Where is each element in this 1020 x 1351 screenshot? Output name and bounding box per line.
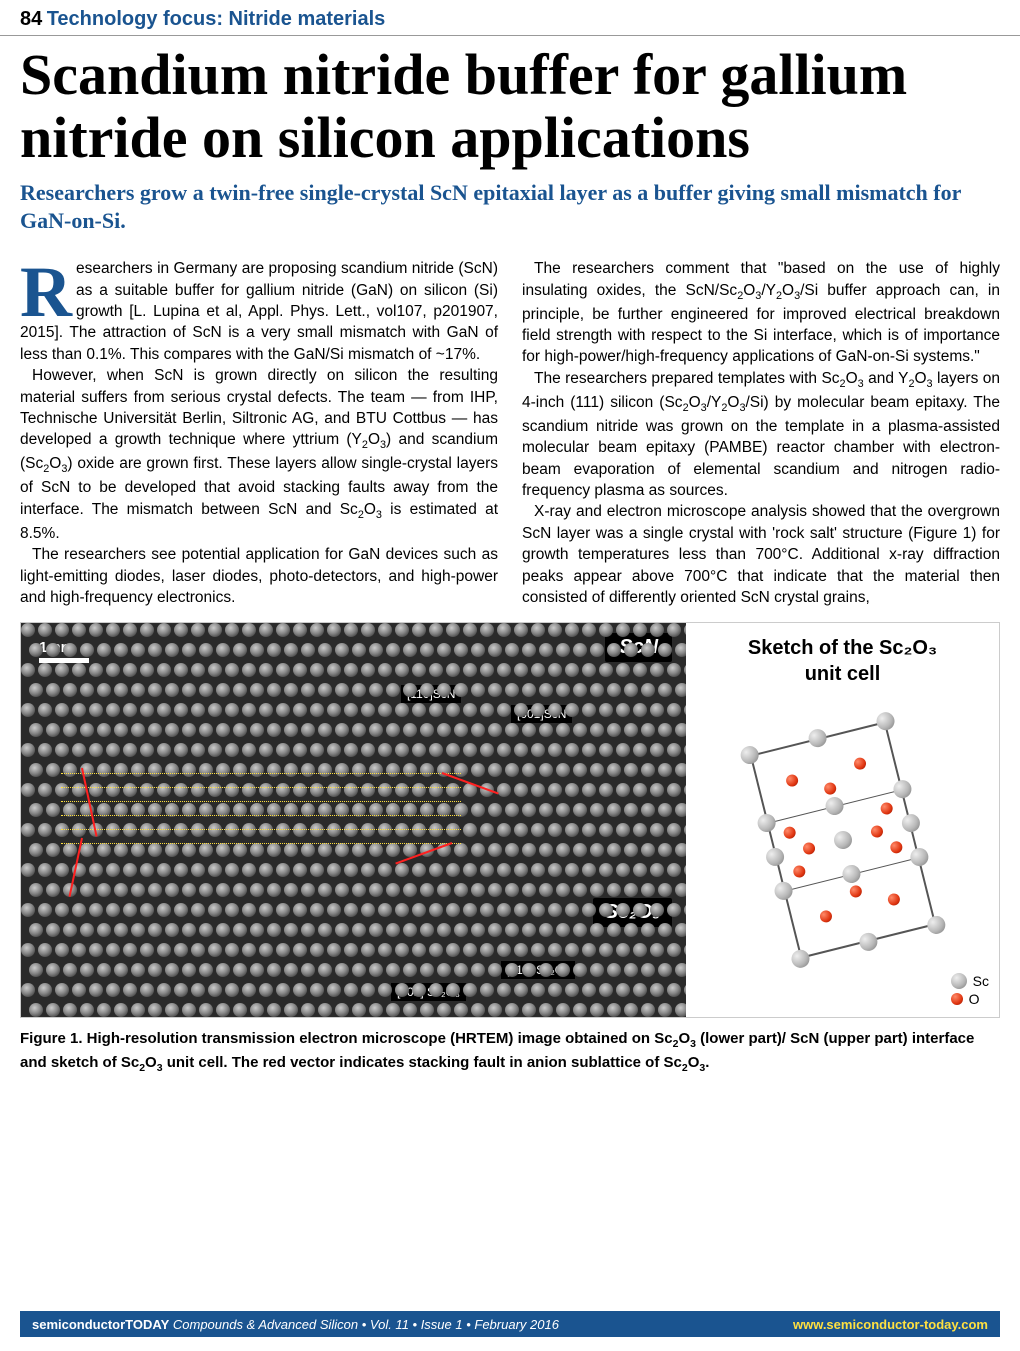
legend-sc-icon bbox=[951, 973, 967, 989]
unit-cell bbox=[749, 721, 936, 959]
header-bar: 84 Technology focus: Nitride materials bbox=[0, 0, 1020, 36]
paragraph-2: However, when ScN is grown directly on s… bbox=[20, 365, 498, 544]
magazine-name: semiconductorTODAY bbox=[32, 1317, 169, 1332]
paragraph-6: X-ray and electron microscope analysis s… bbox=[522, 501, 1000, 608]
section-name: Technology focus: Nitride materials bbox=[47, 8, 386, 30]
magazine-tagline: Compounds & Advanced Silicon bbox=[169, 1317, 358, 1332]
paragraph-3: The researchers see potential applicatio… bbox=[20, 544, 498, 608]
footer-left: semiconductorTODAY Compounds & Advanced … bbox=[32, 1317, 559, 1332]
paragraph-5: The researchers prepared templates with … bbox=[522, 368, 1000, 502]
article-subtitle: Researchers grow a twin-free single-crys… bbox=[0, 179, 1020, 254]
paragraph-4: The researchers comment that "based on t… bbox=[522, 258, 1000, 368]
drop-cap: R bbox=[20, 258, 76, 320]
footer-url: www.semiconductor-today.com bbox=[793, 1317, 988, 1332]
figure-image: 1 nm ScN Sc₂O₃ [110]ScN [001]ScN [110] S… bbox=[20, 622, 1000, 1018]
article-body: Researchers in Germany are proposing sca… bbox=[0, 254, 1020, 608]
legend-o-icon bbox=[951, 993, 963, 1005]
issue-info: • Vol. 11 • Issue 1 • February 2016 bbox=[358, 1317, 559, 1332]
hrtem-panel: 1 nm ScN Sc₂O₃ [110]ScN [001]ScN [110] S… bbox=[21, 623, 686, 1017]
figure-1: 1 nm ScN Sc₂O₃ [110]ScN [001]ScN [110] S… bbox=[20, 622, 1000, 1076]
legend: Sc O bbox=[951, 971, 989, 1007]
paragraph-1: Researchers in Germany are proposing sca… bbox=[20, 258, 498, 365]
legend-o-label: O bbox=[969, 991, 980, 1007]
sketch-panel: Sketch of the Sc₂O₃ unit cell Sc O bbox=[686, 623, 999, 1017]
page-number: 84 bbox=[20, 8, 42, 30]
legend-sc-label: Sc bbox=[973, 973, 989, 989]
article-title: Scandium nitride buffer for gallium nitr… bbox=[0, 36, 1020, 179]
figure-caption: Figure 1. High-resolution transmission e… bbox=[20, 1028, 1000, 1076]
sketch-title: Sketch of the Sc₂O₃ unit cell bbox=[694, 635, 991, 687]
footer-bar: semiconductorTODAY Compounds & Advanced … bbox=[20, 1311, 1000, 1337]
